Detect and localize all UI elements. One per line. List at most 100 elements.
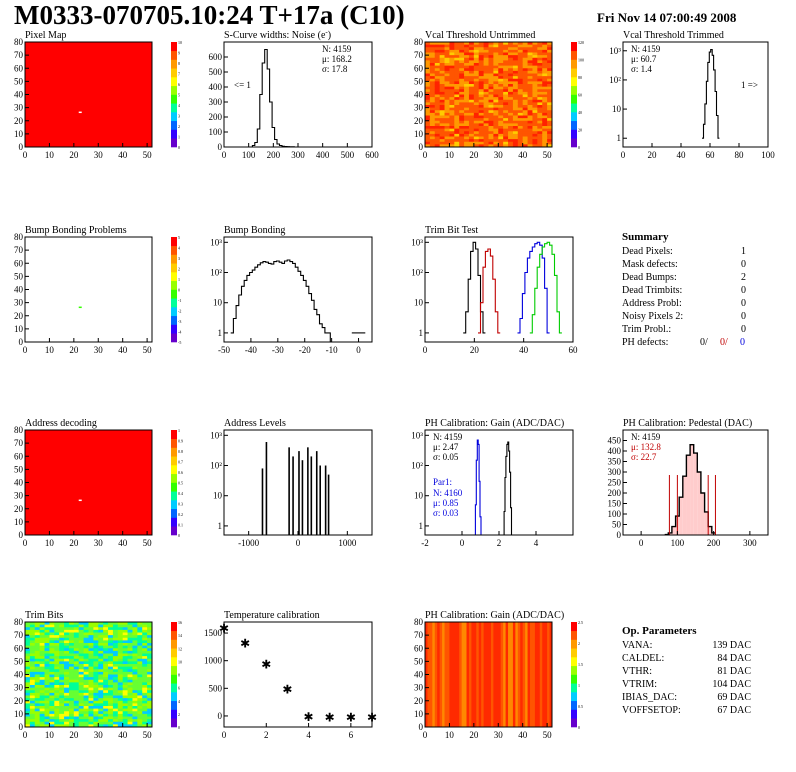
stats-line: σ: 0.05: [433, 452, 459, 462]
heatmap-cell: [444, 89, 450, 93]
heatmap-cell: [444, 76, 450, 80]
heatmap-cell: [59, 677, 65, 681]
heatmap-cell: [83, 669, 89, 673]
heatmap-column: [505, 622, 509, 727]
heatmap-cell: [147, 700, 153, 704]
heatmap-cell: [29, 637, 36, 641]
heatmap-cell: [503, 110, 509, 114]
heatmap-cell: [488, 102, 494, 106]
heatmap-cell: [25, 685, 31, 689]
heatmap-cell: [498, 49, 504, 53]
heatmap-cell: [532, 141, 538, 145]
heatmap-cell: [425, 65, 431, 69]
op-param-label: VTRIM:: [622, 679, 657, 690]
heatmap-cell: [93, 677, 99, 681]
heatmap-cell: [103, 658, 109, 662]
x-tick-label: 2: [264, 730, 269, 740]
heatmap-cell: [78, 629, 85, 633]
heatmap-cell: [454, 60, 460, 64]
heatmap-cell: [547, 102, 553, 106]
heatmap-cell: [498, 126, 504, 130]
heatmap-cell: [68, 711, 75, 715]
heatmap-cell: [517, 70, 524, 74]
heatmap-cell: [488, 120, 494, 124]
heatmap-cell: [512, 57, 519, 61]
heatmap-cell: [44, 685, 50, 689]
title-superscript: -: [325, 28, 328, 36]
x-tick-label: 10: [45, 150, 55, 160]
heatmap-cell: [93, 716, 99, 720]
x-tick-label: 30: [494, 150, 504, 160]
heatmap-cell: [25, 653, 31, 657]
heatmap-cell: [542, 91, 548, 95]
heatmap-cell: [444, 105, 450, 109]
heatmap-cell: [439, 102, 446, 106]
heatmap-cell: [532, 107, 538, 111]
heatmap-cell: [112, 698, 119, 702]
heatmap-cell: [88, 692, 94, 696]
heatmap-cell: [78, 692, 85, 696]
y-tick-label: 0: [218, 711, 223, 721]
heatmap-cell: [434, 136, 441, 140]
heatmap-cell: [112, 661, 119, 665]
x-tick-label: 0: [222, 730, 227, 740]
stats-line: σ: 1.4: [631, 64, 652, 74]
heatmap-cell: [464, 73, 470, 77]
heatmap-cell: [444, 63, 450, 67]
heatmap-cell: [54, 640, 60, 644]
x-tick-label: 200: [267, 150, 281, 160]
stats-line: N: 4159: [631, 44, 661, 54]
heatmap-cell: [49, 666, 55, 670]
heatmap-cell: [498, 102, 504, 106]
heatmap-cell: [88, 716, 94, 720]
summary-label: PH defects:: [622, 337, 668, 348]
heatmap-cell: [103, 685, 109, 689]
heatmap-cell: [122, 669, 129, 673]
heatmap-cell: [93, 666, 99, 670]
heatmap-cell: [73, 661, 80, 665]
heatmap-cell: [429, 136, 436, 140]
heatmap-cell: [122, 666, 129, 670]
heatmap-cell: [527, 112, 533, 116]
heatmap-cell: [473, 60, 480, 64]
colorbar-segment: [571, 718, 577, 728]
heatmap-cell: [434, 42, 441, 46]
heatmap-cell: [425, 128, 431, 132]
heatmap-column: [429, 622, 433, 727]
heatmap-cell: [117, 687, 124, 691]
heatmap-cell: [78, 690, 85, 694]
heatmap-cell: [468, 42, 475, 46]
heatmap-cell: [473, 89, 480, 93]
heatmap-cell: [112, 692, 119, 696]
heatmap-cell: [132, 700, 138, 704]
heatmap-cell: [122, 706, 129, 710]
heatmap-cell: [464, 49, 470, 53]
heatmap-cell: [439, 136, 446, 140]
heatmap-cell: [68, 645, 75, 649]
histogram-bar: [686, 455, 691, 535]
stats-line: σ: 22.7: [631, 452, 657, 462]
heatmap-cell: [103, 656, 109, 660]
heatmap-cell: [522, 78, 529, 82]
heatmap-cell: [468, 57, 475, 61]
heatmap-cell: [434, 128, 441, 132]
heatmap-cell: [39, 719, 46, 723]
heatmap-cell: [444, 42, 450, 46]
heatmap-cell: [68, 622, 75, 626]
y-tick-label: 60: [414, 63, 424, 73]
heatmap-cell: [93, 622, 99, 626]
heatmap-cell: [429, 57, 436, 61]
heatmap-cell: [39, 698, 46, 702]
heatmap-cell: [444, 86, 450, 90]
colorbar-segment: [171, 77, 177, 87]
heatmap-column: [439, 622, 443, 727]
heatmap-cell: [103, 724, 109, 728]
heatmap-cell: [434, 49, 441, 53]
heatmap-cell: [25, 661, 31, 665]
heatmap-cell: [83, 629, 89, 633]
heatmap-cell: [468, 73, 475, 77]
heatmap-cell: [93, 629, 99, 633]
heatmap-cell: [439, 139, 446, 143]
heatmap-cell: [508, 115, 514, 119]
heatmap-cell: [39, 724, 46, 728]
